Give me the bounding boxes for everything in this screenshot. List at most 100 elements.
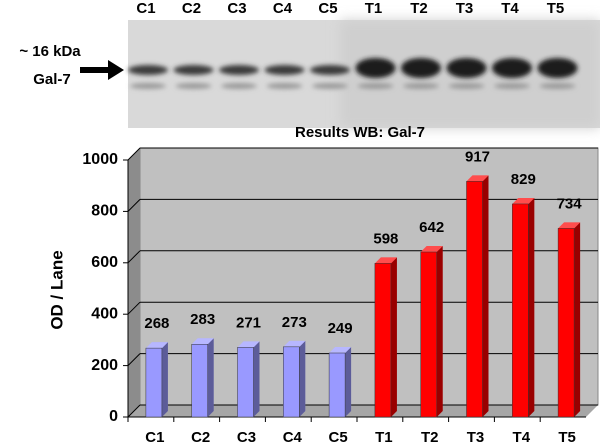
- bar-side: [253, 341, 260, 417]
- bar-side: [528, 197, 535, 417]
- bar-side: [207, 338, 214, 417]
- protein-label: Gal-7: [33, 71, 71, 88]
- blot-band: [355, 58, 396, 78]
- grid-line-side: [127, 353, 141, 366]
- blot-faint-band: [357, 83, 394, 89]
- y-tick-label: 600: [91, 254, 118, 271]
- bar-top: [420, 246, 443, 253]
- bar-top: [237, 341, 260, 348]
- bar-side-shade: [482, 175, 489, 417]
- grid-line-side: [127, 199, 141, 212]
- bar-side-shade: [207, 338, 214, 417]
- lane-label: C2: [182, 0, 201, 17]
- bar-side-shade: [436, 246, 443, 417]
- grid-line-side: [127, 404, 141, 418]
- bar-top-shade: [191, 338, 214, 345]
- x-tick-label: T5: [558, 429, 576, 446]
- lane-label: T5: [547, 0, 565, 17]
- x-tick-label: T1: [375, 429, 393, 446]
- bar-top: [283, 340, 306, 347]
- bar-side-shade: [574, 222, 581, 417]
- bar-top-shade: [145, 342, 168, 349]
- blot-band: [446, 58, 487, 78]
- side-wall: [128, 148, 140, 417]
- bar-side-shade: [253, 341, 260, 417]
- bar-side-shade: [299, 340, 306, 417]
- value-label: 734: [557, 195, 583, 212]
- blot-faint-band: [266, 83, 303, 89]
- blot-faint-band: [312, 83, 348, 89]
- x-tick-label: T2: [421, 429, 439, 446]
- blot-faint-band: [130, 83, 166, 89]
- y-tick-label: 200: [91, 357, 118, 374]
- bar-side: [390, 257, 397, 417]
- bar-top-shade: [558, 222, 581, 229]
- value-label: 273: [282, 314, 307, 331]
- x-tick-label: T4: [513, 429, 531, 446]
- lane-label: T2: [410, 0, 428, 17]
- bar: [512, 203, 529, 418]
- y-tick-label: 800: [91, 203, 118, 220]
- bar-top: [466, 175, 489, 182]
- bar-top: [191, 338, 214, 345]
- y-axis-label: OD / Lane: [47, 250, 66, 329]
- blot-faint-band: [403, 83, 439, 89]
- bar-top-shade: [512, 197, 535, 204]
- blot-band: [492, 58, 532, 78]
- blot-faint-band: [539, 83, 576, 89]
- x-tick-label: C1: [145, 429, 164, 446]
- blot-band: [264, 65, 305, 75]
- blot-faint-band: [494, 83, 530, 89]
- bar-side: [574, 222, 581, 417]
- y-tick-label: 400: [91, 305, 118, 322]
- grid-line-side: [127, 301, 141, 315]
- blot-band: [537, 58, 578, 78]
- bar: [191, 344, 208, 418]
- bar-top: [558, 222, 581, 229]
- bar-side-shade: [345, 347, 352, 417]
- y-tick-label: 1000: [82, 151, 118, 168]
- blot-band: [401, 58, 441, 78]
- bar-top-shade: [283, 340, 306, 347]
- bar-side: [345, 347, 352, 417]
- x-tick-label: C4: [283, 429, 303, 446]
- value-label: 917: [465, 148, 490, 165]
- bar-side: [482, 175, 489, 417]
- blot-band: [219, 65, 259, 75]
- bar-top: [329, 347, 352, 354]
- y-tick-label: 0: [109, 408, 118, 425]
- grid-line-side: [127, 147, 141, 161]
- blot-faint-band: [448, 83, 485, 89]
- x-tick-label: C5: [329, 429, 348, 446]
- bar: [237, 347, 254, 418]
- lane-label: T3: [456, 0, 474, 17]
- bar-side-shade: [528, 197, 535, 417]
- bar: [283, 346, 300, 418]
- lane-label: C4: [273, 0, 293, 17]
- blot-band: [310, 65, 350, 75]
- grid-line-side: [127, 250, 141, 264]
- blot-faint-band: [175, 83, 212, 89]
- bar-top: [145, 342, 168, 349]
- bar-top-shade: [420, 246, 443, 253]
- bar-side: [161, 342, 168, 417]
- lane-label: T4: [501, 0, 519, 17]
- bar-side-shade: [161, 342, 168, 417]
- value-label: 249: [328, 320, 353, 337]
- value-label: 268: [144, 315, 169, 332]
- bar: [374, 263, 392, 418]
- bar: [420, 251, 437, 418]
- lane-label: C5: [318, 0, 337, 17]
- bar-side-shade: [390, 257, 397, 417]
- arrow: [80, 60, 124, 80]
- bar: [557, 228, 575, 418]
- value-label: 642: [419, 219, 444, 236]
- bar: [466, 181, 483, 418]
- bar-top: [512, 197, 535, 204]
- bar-top-shade: [237, 341, 260, 348]
- lane-label: T1: [365, 0, 383, 17]
- x-tick-label: C2: [191, 429, 210, 446]
- value-label: 598: [373, 230, 398, 247]
- value-label: 283: [190, 311, 215, 328]
